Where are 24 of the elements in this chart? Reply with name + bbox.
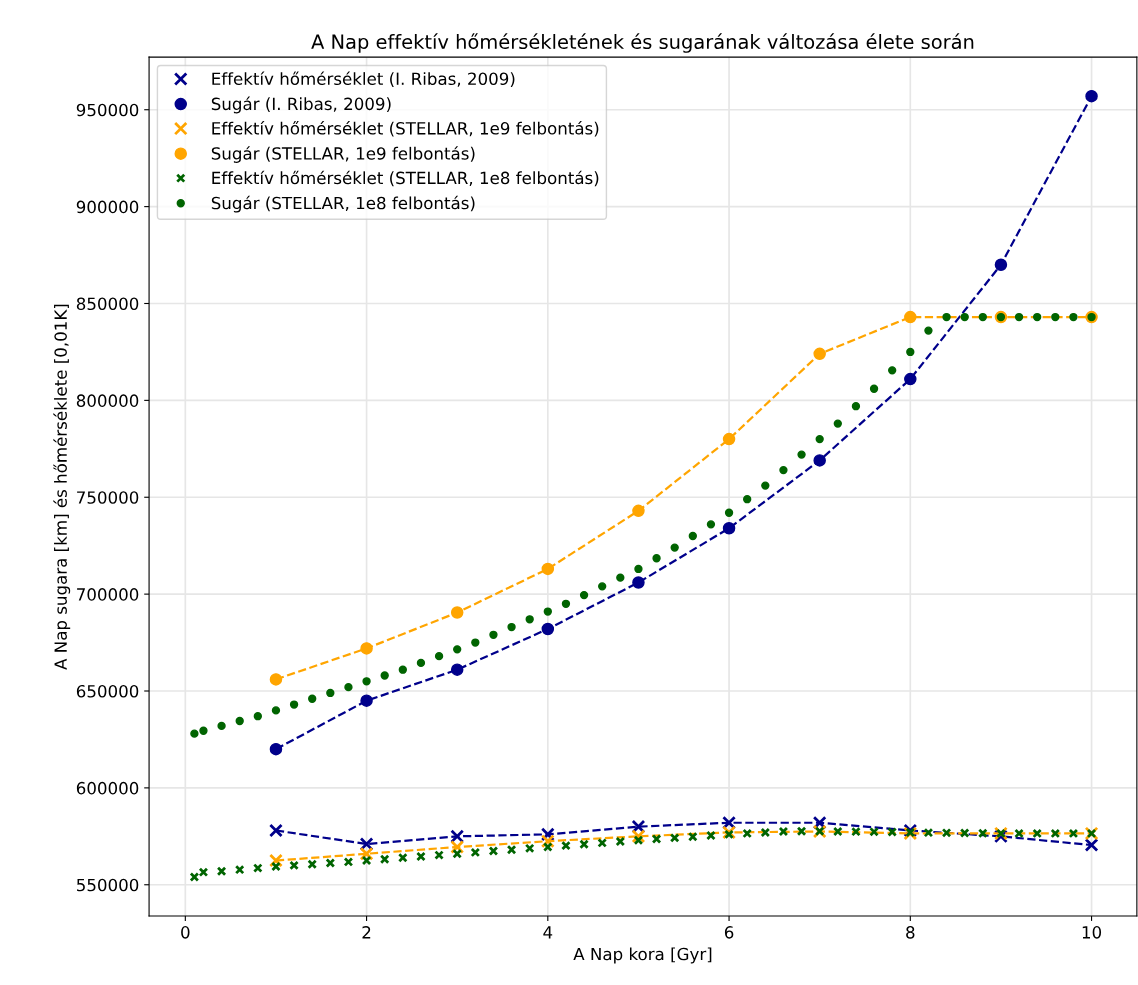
legend-label: Sugár (STELLAR, 1e9 felbontás) [211,146,475,163]
y-tick-label: 550000 [77,878,139,892]
legend-label: Effektív hőmérséklet (STELLAR, 1e9 felbontás) [212,121,599,137]
x-tick-label: 6 [724,926,734,939]
x-axis-title: A Nap kora [Gyr] [573,947,712,964]
y-tick-label: 850000 [76,297,139,311]
x-tick-label: 10 [1082,926,1102,939]
chart-title: A Nap effektív hőmérsékletének és sugarának változása élete során [311,33,974,53]
x-tick-label: 4 [543,926,553,939]
x-tick-label: 2 [362,926,371,939]
legend-label: Sugár (I. Ribas, 2009) [211,96,391,114]
y-axis-title: A Nap sugara [km] és hőmérséklete [0,01K] [53,304,71,670]
y-tick-label: 700000 [77,588,139,601]
x-tick-label: 0 [181,926,190,939]
y-tick-label: 600000 [76,781,139,795]
y-tick-label: 950000 [76,103,139,117]
y-tick-label: 800000 [76,394,139,407]
legend-label: Effektív hőmérséklet (I. Ribas, 2009) [212,71,515,87]
x-tick-label: 8 [906,926,915,939]
y-tick-label: 750000 [77,491,139,504]
y-tick-label: 650000 [76,684,139,698]
legend-label: Effektív hőmérséklet (STELLAR, 1e8 felbontás) [212,170,599,187]
legend-label: Sugár (STELLAR, 1e8 felbontás) [211,195,475,213]
y-tick-label: 900000 [76,200,139,214]
